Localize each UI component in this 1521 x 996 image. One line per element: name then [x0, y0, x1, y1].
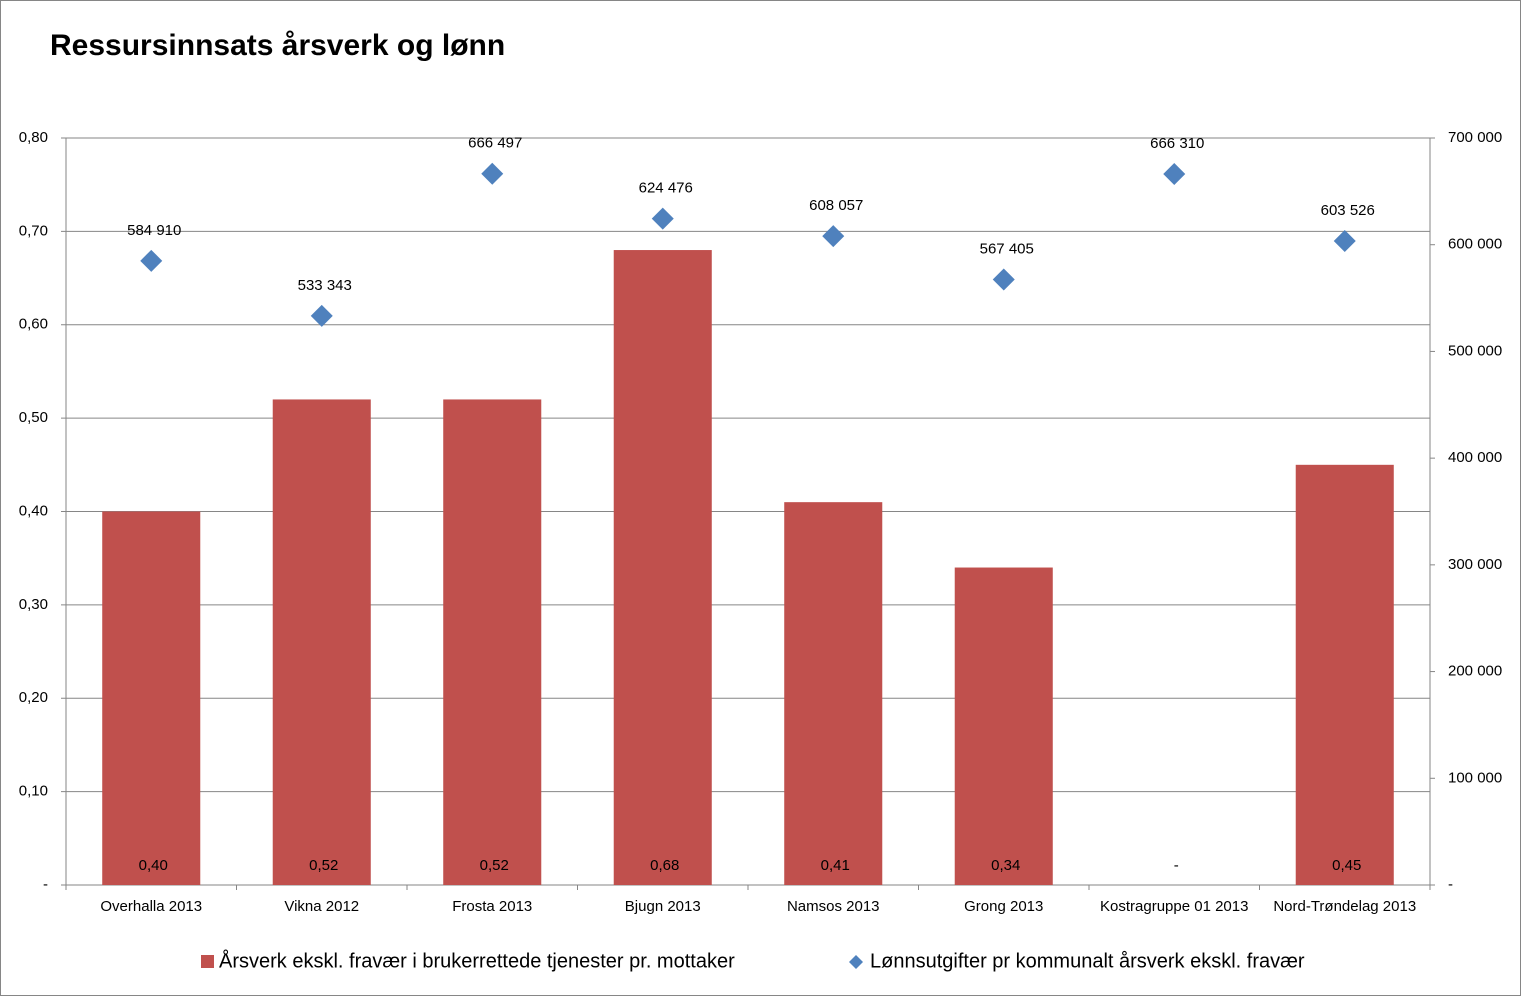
y-tick-label: 0,60 — [19, 316, 48, 333]
scatter-point — [822, 225, 845, 248]
bar-value-label: 0,52 — [480, 857, 509, 874]
y2-tick-label: 400 000 — [1448, 449, 1502, 466]
x-tick-label: Bjugn 2013 — [625, 898, 701, 915]
bar-value-label: 0,34 — [991, 857, 1020, 874]
legend-swatch — [849, 955, 863, 969]
chart-title: Ressursinnsats årsverk og lønn — [50, 29, 505, 62]
bar-value-label: 0,45 — [1332, 857, 1361, 874]
y-tick-label: 0,70 — [19, 222, 48, 239]
legend-swatch — [201, 955, 214, 968]
y-tick-label: 0,40 — [19, 502, 48, 519]
point-value-label: 624 476 — [639, 180, 693, 197]
y2-tick-label: 500 000 — [1448, 342, 1502, 359]
x-tick-label: Nord-Trøndelag 2013 — [1273, 898, 1416, 915]
bar — [1295, 464, 1394, 885]
y2-tick-label: 600 000 — [1448, 236, 1502, 253]
bar — [102, 511, 201, 885]
scatter-point — [1163, 162, 1186, 185]
x-tick-label: Vikna 2012 — [284, 898, 359, 915]
point-value-label: 608 057 — [809, 197, 863, 214]
scatter-point — [140, 249, 163, 272]
scatter-point — [481, 162, 504, 185]
y2-tick-label: 700 000 — [1448, 129, 1502, 146]
x-tick-label: Grong 2013 — [964, 898, 1043, 915]
y2-tick-label: 300 000 — [1448, 556, 1502, 573]
y2-tick-label: - — [1448, 876, 1453, 893]
point-value-label: 584 910 — [127, 222, 181, 239]
bar — [784, 502, 883, 885]
y-tick-label: 0,10 — [19, 783, 48, 800]
point-value-label: 666 310 — [1150, 135, 1204, 152]
point-value-label: 666 497 — [468, 135, 522, 152]
bar — [954, 567, 1053, 885]
bar-value-label: 0,68 — [650, 857, 679, 874]
x-tick-label: Overhalla 2013 — [100, 898, 202, 915]
scatter-point — [992, 268, 1015, 291]
point-value-label: 533 343 — [298, 277, 352, 294]
bar-value-label: 0,52 — [309, 857, 338, 874]
scatter-point — [651, 207, 674, 230]
y-tick-label: 0,50 — [19, 409, 48, 426]
y-tick-label: - — [43, 876, 48, 893]
legend-label: Lønnsutgifter pr kommunalt årsverk ekskl… — [870, 950, 1305, 972]
point-value-label: 603 526 — [1321, 202, 1375, 219]
scatter-point — [310, 304, 333, 327]
bar-value-label: 0,40 — [139, 857, 168, 874]
bar-value-label: 0,41 — [821, 857, 850, 874]
legend-label: Årsverk ekskl. fravær i brukerrettede tj… — [219, 949, 735, 972]
y2-tick-label: 100 000 — [1448, 769, 1502, 786]
y-tick-label: 0,20 — [19, 689, 48, 706]
bar — [272, 399, 371, 885]
point-value-label: 567 405 — [980, 240, 1034, 257]
bar — [443, 399, 542, 885]
x-tick-label: Kostragruppe 01 2013 — [1100, 898, 1248, 915]
y2-tick-label: 200 000 — [1448, 663, 1502, 680]
bar — [613, 250, 712, 886]
scatter-point — [1333, 229, 1356, 252]
y-tick-label: 0,80 — [19, 129, 48, 146]
x-tick-label: Namsos 2013 — [787, 898, 880, 915]
bar-value-label: - — [1174, 857, 1179, 874]
x-tick-label: Frosta 2013 — [452, 898, 532, 915]
y-tick-label: 0,30 — [19, 596, 48, 613]
